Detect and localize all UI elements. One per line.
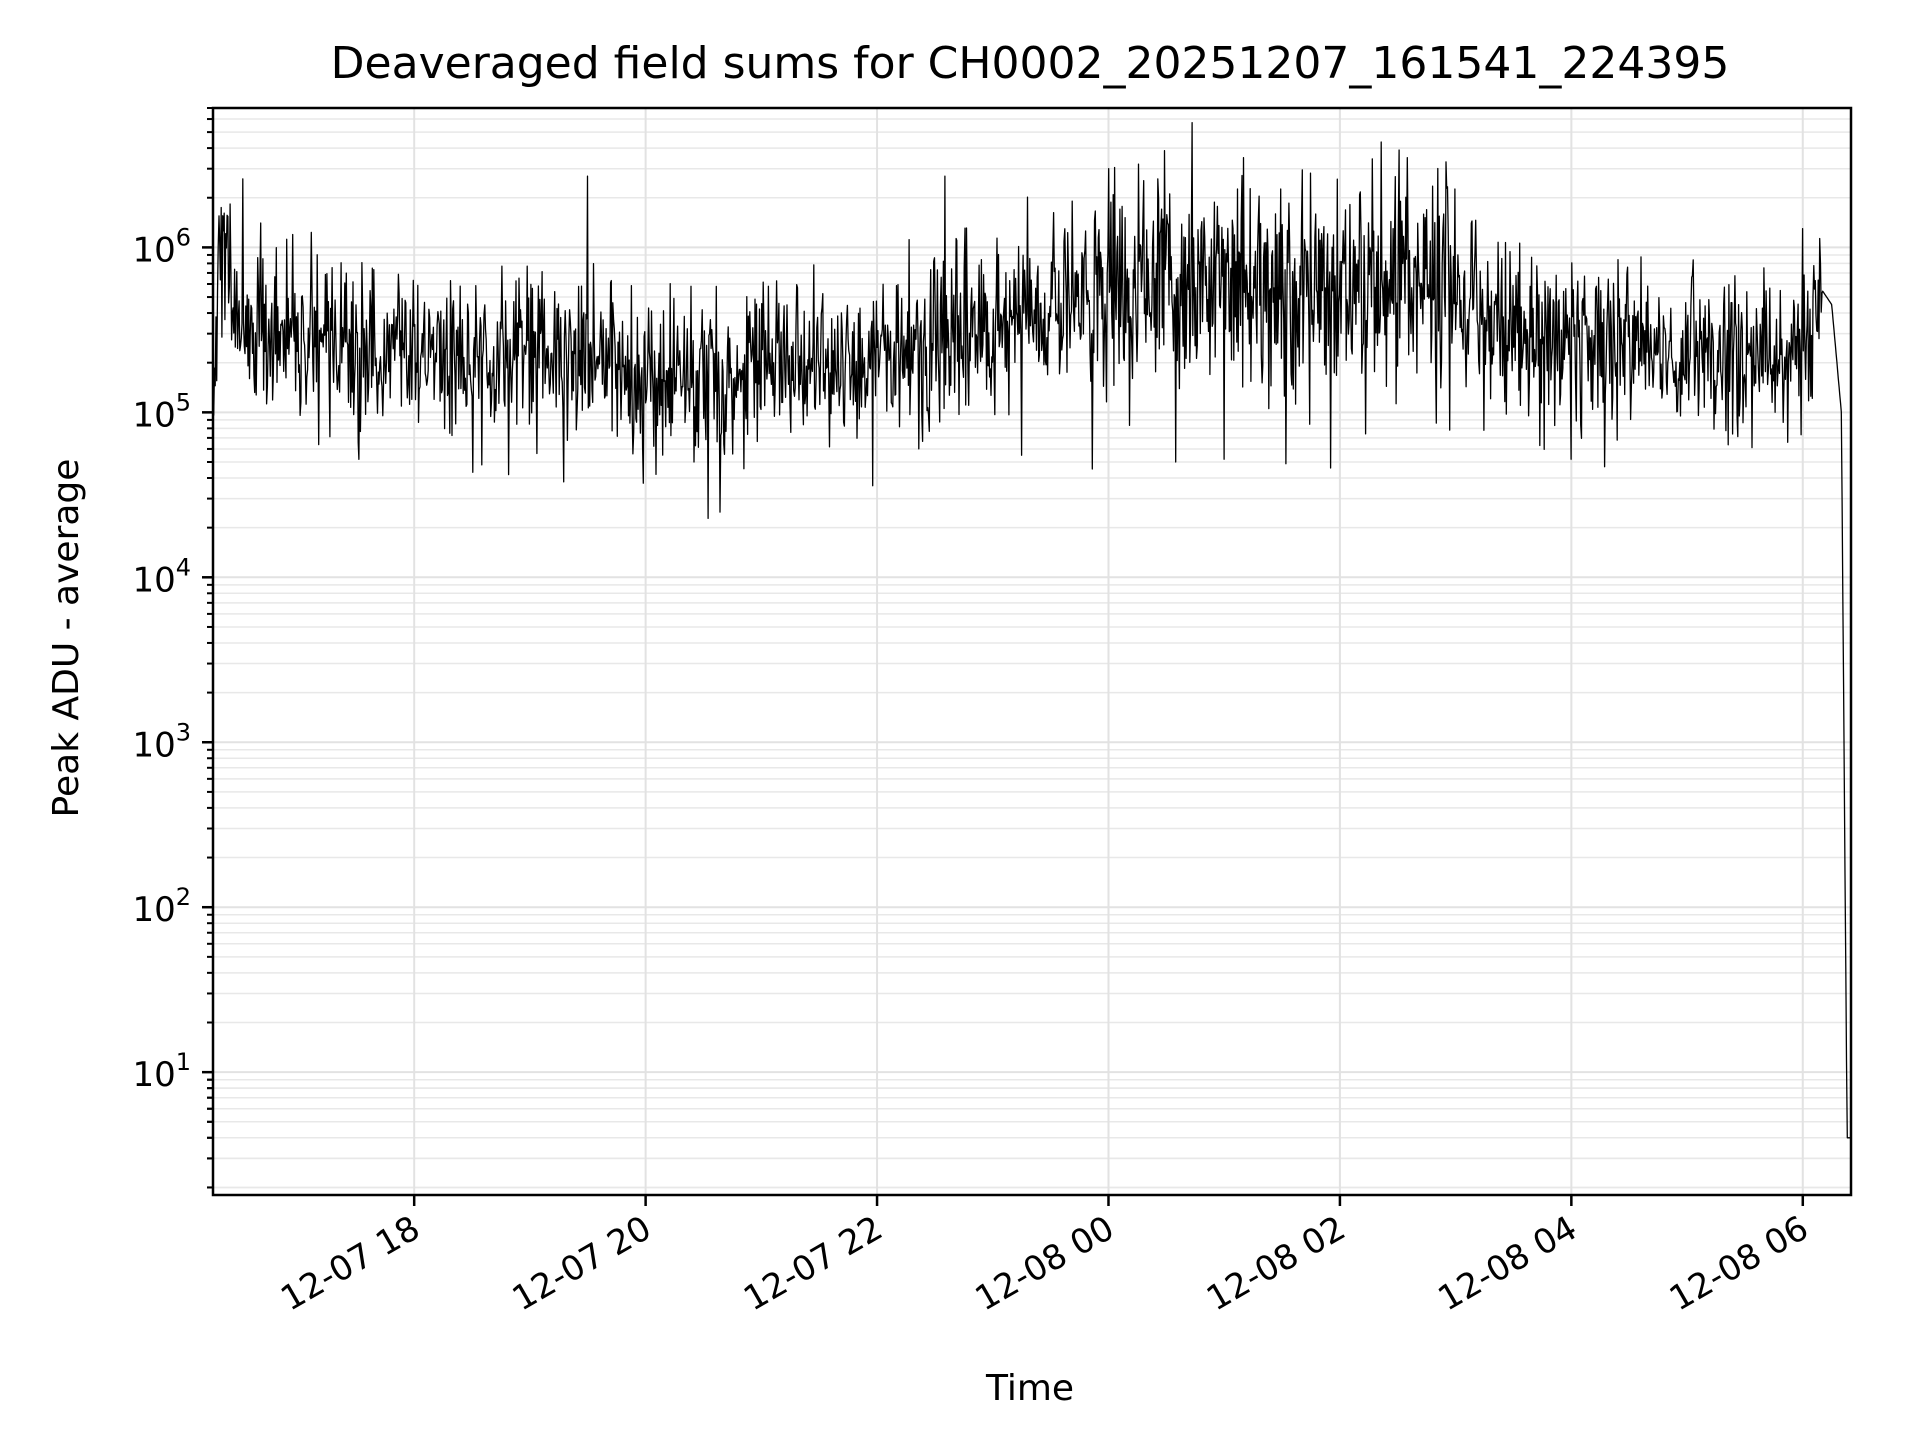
x-axis-label: Time <box>985 1368 1074 1409</box>
y-tick-label: 104 <box>132 553 191 600</box>
y-tick-label: 103 <box>132 718 191 765</box>
y-tick-label: 101 <box>132 1048 191 1095</box>
series-group <box>212 122 1851 1139</box>
y-axis: 101 102 103 104 105 106 <box>132 107 213 1189</box>
y-axis-label: Peak ADU - average <box>46 459 87 818</box>
y-tick-label: 106 <box>132 223 191 270</box>
gridlines <box>213 107 1851 1195</box>
plot-frame <box>211 106 1853 1197</box>
series-line <box>212 122 1851 1139</box>
y-tick-label: 102 <box>132 883 191 930</box>
y-tick-label: 105 <box>132 388 191 435</box>
chart-title: Deaveraged field sums for CH0002_2025120… <box>331 38 1730 89</box>
